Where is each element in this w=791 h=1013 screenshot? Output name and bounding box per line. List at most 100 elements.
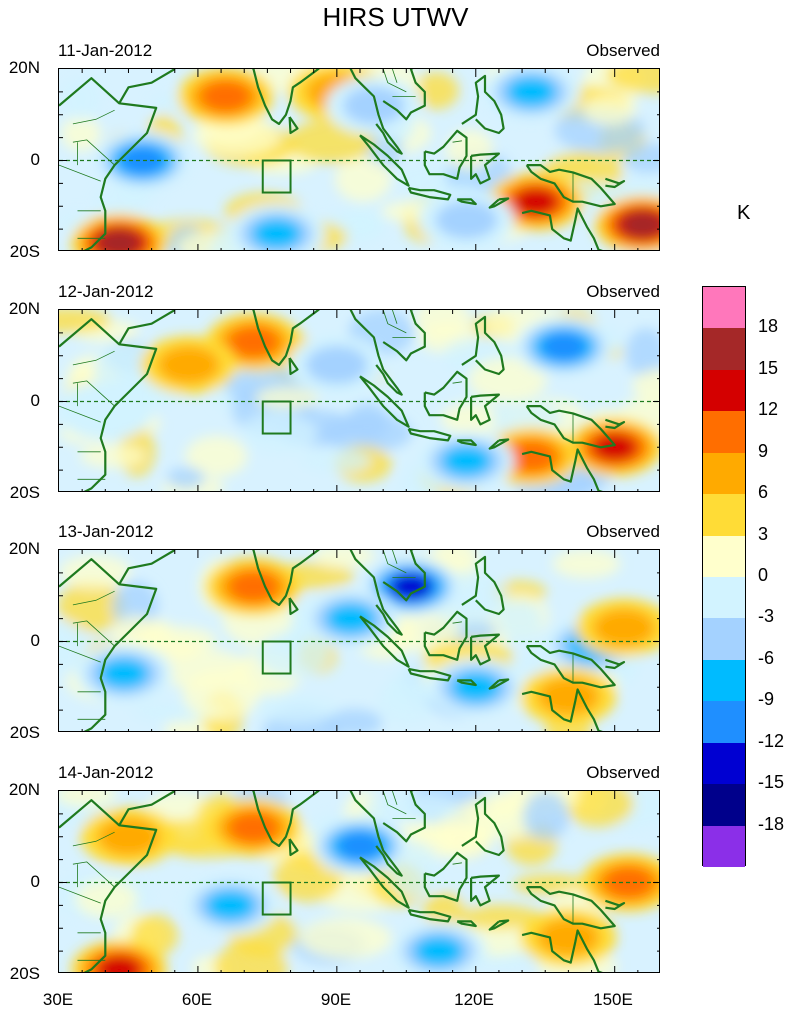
field-feature [251, 218, 302, 250]
colorbar-label: -6 [758, 647, 775, 668]
study-box [261, 640, 292, 675]
field-feature [96, 955, 142, 972]
coastline [525, 644, 616, 689]
field-blob [61, 116, 101, 152]
field-blob [253, 694, 338, 724]
field-blob [498, 599, 543, 642]
coastline [407, 427, 452, 442]
field-blob [156, 638, 200, 659]
field-feature [228, 570, 279, 603]
country-border [59, 645, 101, 663]
coastline [407, 908, 452, 923]
coastline [349, 791, 403, 877]
coastline [521, 207, 603, 250]
field-blob [512, 873, 589, 895]
lon-label-120e: 120E [454, 990, 494, 1009]
field-blob [632, 368, 659, 403]
coastline [382, 550, 426, 602]
coastline [407, 186, 452, 201]
anomaly-field [59, 550, 659, 731]
field-feature [506, 76, 557, 108]
colorbar-swatch [703, 328, 745, 371]
lon-label-150e: 150E [593, 990, 633, 1009]
lon-label-60e: 60E [181, 990, 213, 1009]
field-blob [552, 550, 621, 579]
map-svg-4 [59, 791, 659, 972]
country-border [452, 621, 462, 624]
country-border [72, 139, 115, 166]
coastline [349, 69, 403, 155]
field-blob [342, 208, 382, 242]
panel-1-lat-20s: 20S [9, 242, 40, 261]
panel-4-date: 14-Jan-2012 [58, 763, 154, 782]
coastline [288, 597, 299, 616]
field-blob [606, 69, 659, 94]
coastline [461, 74, 505, 135]
coastline [461, 796, 505, 857]
coastline [359, 375, 410, 428]
coastline [288, 838, 299, 857]
field-blob [80, 443, 146, 469]
country-border [382, 791, 407, 815]
panel-2-date: 12-Jan-2012 [58, 282, 154, 301]
country-border [72, 109, 115, 125]
map-panel-3 [58, 549, 660, 732]
field-feature [592, 433, 638, 462]
panel-3-lat-20n: 20N [8, 539, 40, 558]
field-blob [60, 76, 102, 121]
country-border [392, 310, 398, 324]
field-feature [228, 811, 279, 844]
field-blob [299, 917, 392, 959]
panel-4-lat-0: 0 [30, 872, 40, 891]
coastline [118, 791, 176, 826]
field-blob [254, 386, 319, 410]
colorbar-label: -3 [758, 606, 775, 627]
coastline [521, 448, 603, 491]
map-panel-4 [58, 790, 660, 973]
coastline [461, 555, 505, 616]
coastline [423, 370, 468, 421]
field-feature [621, 211, 659, 238]
field-blob [59, 791, 117, 807]
field-feature [541, 332, 587, 361]
field-blob [522, 791, 570, 841]
lon-label-30e: 30E [42, 990, 74, 1009]
coastline [461, 315, 505, 376]
field-blob [457, 904, 542, 930]
coastline [407, 667, 452, 682]
field-feature [228, 326, 279, 358]
country-border [59, 405, 101, 423]
coastline [118, 310, 176, 345]
coastline [359, 134, 410, 187]
colorbar-label: 12 [758, 399, 779, 420]
colorbar-label: -12 [758, 730, 785, 751]
colorbar-swatch [703, 825, 745, 868]
field-feature [537, 918, 600, 957]
coastline [470, 874, 500, 907]
map-svg-1 [59, 69, 659, 250]
colorbar-label: 3 [758, 523, 769, 544]
field-feature [119, 146, 165, 175]
colorbar-label: 18 [758, 316, 779, 337]
map-panel-2 [58, 309, 660, 492]
country-border [59, 164, 101, 182]
coastline [251, 310, 320, 367]
colorbar-swatch [703, 452, 745, 495]
coastline [456, 198, 477, 206]
country-border [382, 550, 407, 574]
colorbar-swatch [703, 701, 745, 744]
colorbar-unit: K [737, 202, 751, 224]
colorbar-swatch [703, 784, 745, 827]
colorbar-swatch [703, 411, 745, 454]
country-border [72, 350, 115, 366]
field-feature [506, 440, 557, 473]
coastline [525, 885, 616, 930]
anomaly-field [59, 310, 659, 491]
country-border [452, 140, 462, 143]
colorbar-swatch [703, 494, 745, 537]
coastline [488, 678, 510, 690]
panel-3-lat-0: 0 [30, 631, 40, 650]
coastline [605, 658, 626, 670]
coastline [359, 856, 410, 909]
field-feature [513, 187, 559, 216]
